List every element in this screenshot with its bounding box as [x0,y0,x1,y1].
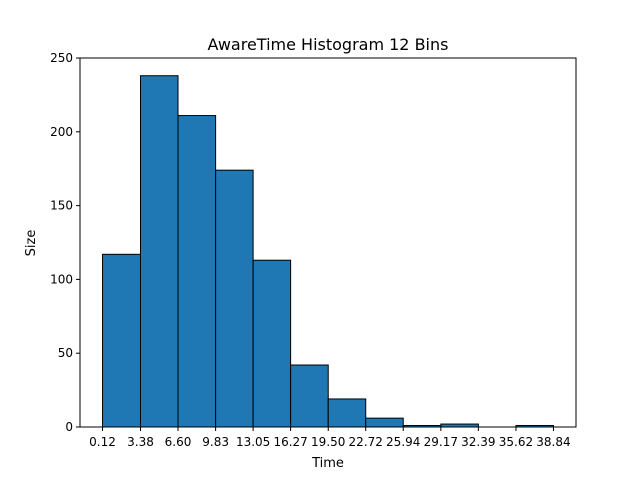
y-axis-ticks: 0 50 100 150 200 250 [50,51,80,434]
histogram-bar [215,169,254,428]
histogram-bar [290,364,329,428]
x-tick-label: 0.12 [89,435,116,449]
histogram-bar [140,75,179,428]
x-tick-label: 25.94 [386,435,420,449]
x-tick-label: 9.83 [202,435,229,449]
x-tick-label: 13.05 [236,435,270,449]
y-tick-label: 250 [50,51,73,65]
y-axis-label: Size [24,230,39,257]
x-axis-label: Time [311,456,344,471]
x-tick-label: 16.27 [273,435,307,449]
histogram-bar [177,115,217,428]
x-tick-label: 29.17 [424,435,458,449]
x-tick-label: 22.72 [349,435,383,449]
x-tick-label: 35.62 [499,435,533,449]
histogram-bar [102,253,142,428]
histogram-bar [327,398,367,428]
y-tick-label: 200 [50,125,73,139]
histogram-bar [252,259,292,428]
x-tick-label: 6.60 [165,435,192,449]
chart-title: AwareTime Histogram 12 Bins [208,35,449,54]
y-tick-label: 0 [65,420,73,434]
histogram-bar [365,417,404,428]
x-tick-label: 38.84 [536,435,570,449]
x-tick-label: 32.39 [461,435,495,449]
y-tick-label: 50 [58,346,73,360]
x-tick-label: 3.38 [127,435,154,449]
x-axis-ticks: 0.12 3.38 6.60 9.83 13.05 16.27 19.50 22.72 25.9… [89,427,571,449]
y-tick-label: 100 [50,272,73,286]
bars-group [102,75,554,428]
y-tick-label: 150 [50,199,73,213]
x-tick-label: 19.50 [311,435,345,449]
